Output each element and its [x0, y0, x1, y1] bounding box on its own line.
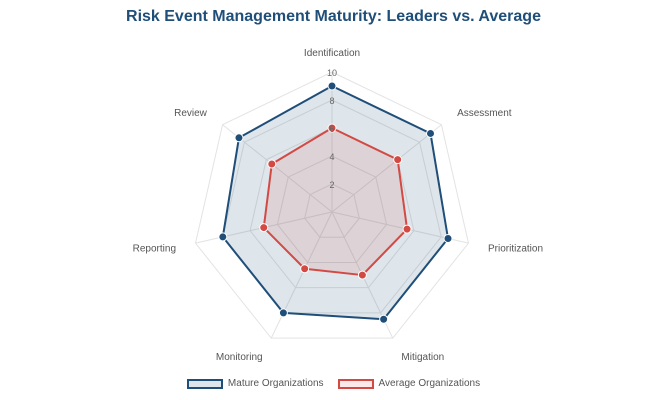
- axis-label-monitoring: Monitoring: [216, 352, 263, 363]
- legend-item-average[interactable]: Average Organizations: [337, 378, 481, 389]
- series-point-average[interactable]: [300, 264, 310, 274]
- chart-title: Risk Event Management Maturity: Leaders …: [126, 8, 541, 25]
- series-point-average[interactable]: [259, 223, 269, 233]
- axis-label-reporting: Reporting: [133, 244, 176, 255]
- radial-tick-labels: 2 4 6 8 10: [327, 68, 337, 190]
- radar-series: [218, 81, 453, 324]
- grid-ring: [249, 127, 415, 289]
- grid-ring: [194, 71, 470, 339]
- axis-label-review: Review: [174, 108, 208, 119]
- series-area-mature: [221, 85, 450, 321]
- series-point-average[interactable]: [357, 270, 367, 280]
- axis-label-assessment: Assessment: [457, 108, 512, 119]
- legend-label-average: Average Organizations: [378, 378, 481, 389]
- radial-tick-label: 8: [329, 96, 334, 106]
- radial-tick-label: 4: [329, 152, 334, 162]
- axis-labels: Identification Assessment Prioritization Mi…: [133, 48, 543, 363]
- grid-ring: [222, 99, 442, 314]
- radial-tick-label: 2: [329, 180, 334, 190]
- legend-swatch-mature: [186, 378, 223, 389]
- series-point-mature[interactable]: [234, 133, 244, 143]
- series-area-average: [262, 127, 409, 277]
- axis-label-mitigation: Mitigation: [401, 352, 444, 363]
- legend-label-mature: Mature Organizations: [227, 378, 324, 389]
- series-point-mature[interactable]: [426, 128, 436, 138]
- series-point-average[interactable]: [327, 123, 337, 133]
- series-point-mature[interactable]: [278, 308, 288, 318]
- radial-tick-label: 6: [329, 124, 334, 134]
- series-point-average[interactable]: [267, 159, 277, 169]
- series-point-mature[interactable]: [327, 81, 337, 91]
- grid-ring: [276, 155, 388, 263]
- series-point-mature[interactable]: [443, 233, 453, 243]
- series-point-mature[interactable]: [379, 314, 389, 324]
- radial-tick-label: 10: [327, 68, 337, 78]
- series-point-average[interactable]: [393, 155, 403, 165]
- grid-ring: [304, 183, 360, 238]
- grid-spoke: [331, 124, 442, 213]
- axis-label-prioritization: Prioritization: [488, 244, 543, 255]
- legend-item-mature[interactable]: Mature Organizations: [186, 378, 324, 389]
- series-point-average[interactable]: [402, 224, 412, 234]
- grid-spoke: [270, 211, 333, 339]
- series-point-mature[interactable]: [218, 232, 228, 242]
- axis-label-identification: Identification: [304, 48, 360, 59]
- chart-legend: Mature Organizations Average Organizatio…: [0, 378, 667, 389]
- legend-swatch-average: [337, 378, 374, 389]
